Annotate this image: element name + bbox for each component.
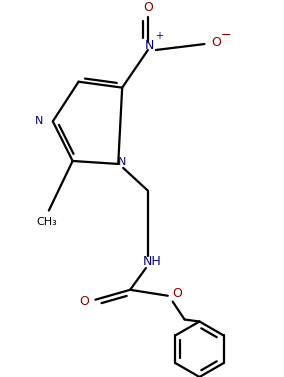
- Text: O: O: [80, 295, 89, 308]
- Text: N: N: [35, 116, 43, 126]
- Text: −: −: [221, 29, 231, 41]
- Text: O: O: [143, 1, 153, 14]
- Text: NH: NH: [143, 254, 161, 268]
- Text: O: O: [173, 287, 183, 300]
- Text: N: N: [145, 38, 154, 52]
- Text: CH₃: CH₃: [37, 218, 57, 227]
- Text: N: N: [118, 157, 126, 167]
- Text: +: +: [155, 31, 163, 41]
- Text: O: O: [211, 35, 221, 49]
